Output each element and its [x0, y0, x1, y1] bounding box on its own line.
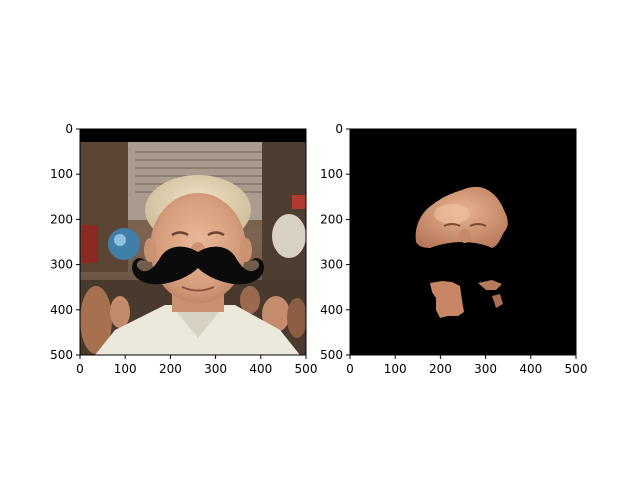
right-ytick-label: 100: [320, 167, 343, 181]
left-red-sign: [82, 225, 98, 263]
left-eye: [171, 231, 189, 237]
right-axes-frame: [349, 128, 577, 356]
crowd-person-left: [80, 286, 112, 354]
left-ytick-label: 200: [50, 212, 73, 226]
left-ytick-label: 300: [50, 258, 73, 272]
left-xtick-label: 200: [159, 362, 182, 376]
left-xtick-label: 500: [295, 362, 318, 376]
skin-region-face-detail: [434, 204, 487, 243]
right-ear: [240, 238, 252, 262]
skin-region-neck-left: [430, 281, 464, 318]
skin-region-neck-right: [478, 280, 502, 290]
left-image-panel: [80, 129, 306, 355]
crowd-person-right3: [240, 286, 260, 314]
crowd-person-left2: [110, 296, 130, 328]
skin-region-neck-fragment: [492, 294, 503, 308]
right-ytick-label: 500: [320, 348, 343, 362]
left-xtick-label: 100: [114, 362, 137, 376]
left-xtick-label: 400: [249, 362, 272, 376]
left-xtick-label: 300: [204, 362, 227, 376]
right-image-panel: [350, 129, 576, 355]
left-ytick-label: 400: [50, 303, 73, 317]
right-xtick-label: 500: [565, 362, 588, 376]
left-blue-globe-highlight: [114, 234, 126, 246]
right-xtick-label: 100: [384, 362, 407, 376]
right-ytick-label: 400: [320, 303, 343, 317]
left-axes-frame: [79, 128, 307, 356]
left-ytick-label: 500: [50, 348, 73, 362]
right-xtick-label: 0: [346, 362, 354, 376]
right-ytick-label: 300: [320, 258, 343, 272]
left-ear: [144, 238, 156, 262]
left-ytick-label: 0: [65, 122, 73, 136]
right-ytick-label: 200: [320, 212, 343, 226]
shirt-collar: [172, 306, 224, 338]
right-sign-oval: [272, 214, 306, 258]
crowd-person-right: [262, 296, 290, 332]
right-xtick-label: 400: [519, 362, 542, 376]
mustache: [132, 246, 264, 285]
right-xtick-label: 300: [474, 362, 497, 376]
crowd-person-right2: [287, 298, 306, 338]
right-ytick-label: 0: [335, 122, 343, 136]
top-black-band: [80, 129, 306, 142]
right-red-stripe: [292, 195, 306, 209]
left-ytick-label: 100: [50, 167, 73, 181]
mouth: [181, 286, 215, 292]
right-wall-panel: [262, 142, 306, 282]
right-xtick-label: 200: [429, 362, 452, 376]
left-xtick-label: 0: [76, 362, 84, 376]
right-eye: [207, 231, 225, 237]
